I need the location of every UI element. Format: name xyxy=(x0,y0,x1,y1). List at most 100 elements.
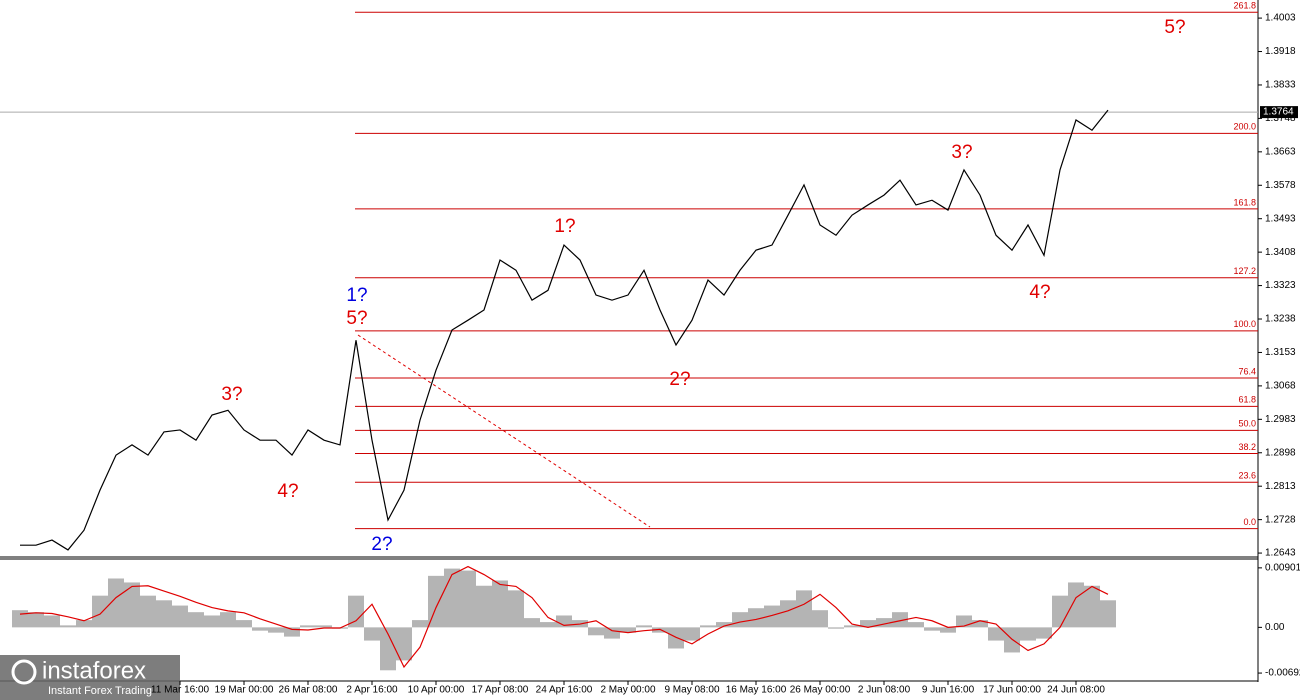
macd-bar xyxy=(924,627,940,631)
macd-bar xyxy=(460,570,476,628)
fib-label: 76.4 xyxy=(1238,366,1256,376)
y-tick-label: 1.2643 xyxy=(1265,548,1296,559)
macd-bar xyxy=(940,627,956,633)
y-tick-label: 1.3833 xyxy=(1265,80,1296,91)
macd-bar xyxy=(380,627,396,671)
x-tick-label: 26 May 00:00 xyxy=(790,685,851,696)
logo-icon xyxy=(11,659,37,685)
macd-bar xyxy=(892,612,908,628)
macd-bar xyxy=(604,627,620,639)
macd-bar xyxy=(588,627,604,636)
logo-name: instaforex xyxy=(42,657,146,684)
fib-label: 0.0 xyxy=(1243,517,1256,527)
x-tick-label: 2 Jun 08:00 xyxy=(858,685,911,696)
x-tick-label: 24 Apr 16:00 xyxy=(536,685,593,696)
macd-bar xyxy=(316,625,332,628)
macd-bar xyxy=(668,627,684,649)
y-tick-label: 1.3748 xyxy=(1265,113,1296,124)
macd-bar xyxy=(780,600,796,628)
macd-bar xyxy=(908,622,924,628)
x-tick-label: 2 Apr 16:00 xyxy=(346,685,398,696)
fib-label: 261.8 xyxy=(1233,1,1256,11)
logo-tagline: Instant Forex Trading xyxy=(48,685,152,697)
macd-bar xyxy=(492,580,508,628)
macd-bar xyxy=(684,627,700,641)
macd-bar xyxy=(1100,600,1116,628)
wave-label: 4? xyxy=(1029,282,1050,303)
x-tick-label: 2 May 00:00 xyxy=(600,685,655,696)
macd-bar xyxy=(700,625,716,628)
macd-bar xyxy=(1068,582,1084,628)
y-tick-label: 1.2728 xyxy=(1265,514,1296,525)
macd-bar xyxy=(444,568,460,628)
macd-bar xyxy=(764,605,780,628)
trend-line xyxy=(357,334,651,528)
macd-bar xyxy=(524,618,540,628)
wave-label: 5? xyxy=(1164,17,1185,38)
x-tick-label: 26 Mar 08:00 xyxy=(279,685,338,696)
macd-bar xyxy=(748,608,764,628)
y-tick-label: 1.4003 xyxy=(1265,13,1296,24)
current-price-box xyxy=(1260,106,1298,119)
macd-bar xyxy=(556,615,572,628)
x-tick-label: 24 Jun 08:00 xyxy=(1047,685,1105,696)
fib-label: 100.0 xyxy=(1233,319,1256,329)
macd-bar xyxy=(204,615,220,628)
macd-bar xyxy=(428,575,444,628)
macd-bar xyxy=(972,620,988,628)
macd-bar xyxy=(812,610,828,628)
x-tick-label: 9 May 08:00 xyxy=(664,685,719,696)
fib-label: 23.6 xyxy=(1238,471,1256,481)
wave-label: 3? xyxy=(221,384,242,405)
macd-bar xyxy=(12,610,28,628)
macd-bar xyxy=(1052,595,1068,628)
current-price-label: 1.3764 xyxy=(1263,107,1294,118)
x-tick-label: 17 Jun 00:00 xyxy=(983,685,1041,696)
macd-bar xyxy=(620,627,636,633)
macd-bar xyxy=(92,595,108,628)
fib-label: 61.8 xyxy=(1238,395,1256,405)
macd-bar xyxy=(76,620,92,628)
wave-label: 3? xyxy=(951,142,972,163)
y-tick-label: 1.3408 xyxy=(1265,247,1296,258)
macd-bar xyxy=(796,590,812,628)
macd-bar xyxy=(716,622,732,628)
y-tick-label: 1.3578 xyxy=(1265,180,1296,191)
macd-bar xyxy=(732,612,748,628)
y-tick-label: -0.00692 xyxy=(1265,668,1300,679)
macd-bar xyxy=(44,615,60,628)
x-tick-label: 16 May 16:00 xyxy=(726,685,787,696)
macd-bar xyxy=(348,595,364,628)
y-tick-label: 1.3493 xyxy=(1265,213,1296,224)
macd-bar xyxy=(988,627,1004,641)
wave-label: 5? xyxy=(346,308,367,329)
y-tick-label: 0.00 xyxy=(1265,622,1285,633)
wave-label: 1? xyxy=(346,285,367,306)
signal-line xyxy=(19,565,1109,669)
macd-bar xyxy=(1084,585,1100,628)
macd-bar xyxy=(284,627,300,637)
y-tick-label: 1.3068 xyxy=(1265,381,1296,392)
macd-bar xyxy=(508,590,524,628)
macd-bar xyxy=(860,620,876,628)
macd-bar xyxy=(156,600,172,628)
x-tick-label: 17 Apr 08:00 xyxy=(472,685,529,696)
macd-bar xyxy=(108,578,124,628)
macd-bar xyxy=(220,612,236,628)
x-tick-label: 10 Apr 00:00 xyxy=(408,685,465,696)
fib-label: 161.8 xyxy=(1233,197,1256,207)
fib-label: 127.2 xyxy=(1233,266,1256,276)
y-tick-label: 0.00901 xyxy=(1265,562,1300,573)
macd-bar xyxy=(140,595,156,628)
macd-bar xyxy=(1020,627,1036,641)
y-tick-label: 1.3153 xyxy=(1265,347,1296,358)
macd-bar xyxy=(364,627,380,641)
macd-bar xyxy=(28,612,44,628)
macd-bar xyxy=(268,627,284,633)
logo: instaforex Instant Forex Trading xyxy=(0,655,180,700)
y-tick-label: 1.2983 xyxy=(1265,414,1296,425)
macd-bar xyxy=(1036,627,1052,639)
macd-bar xyxy=(636,625,652,628)
y-tick-label: 1.3663 xyxy=(1265,146,1296,157)
